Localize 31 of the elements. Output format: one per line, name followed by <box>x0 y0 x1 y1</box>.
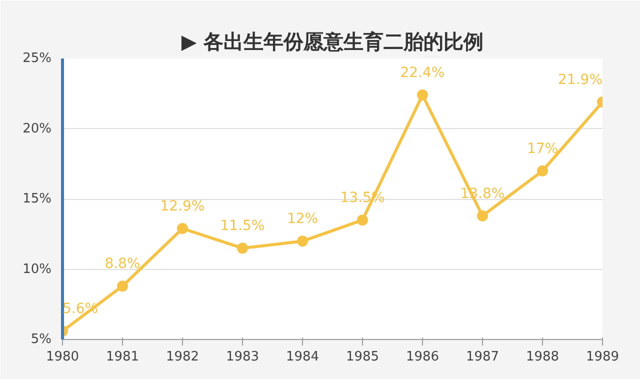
x-tick-label: 1984 <box>286 350 320 364</box>
point <box>417 90 428 101</box>
x-tick-label: 1985 <box>346 350 380 364</box>
y-tick-label: 5% <box>30 332 52 347</box>
x-tick-label: 1983 <box>226 350 260 364</box>
x-tick-label: 1987 <box>466 350 500 364</box>
point <box>297 236 308 247</box>
point <box>177 223 188 234</box>
data-label: 12.9% <box>160 198 205 215</box>
point <box>357 214 368 226</box>
data-label: 8.8% <box>104 256 140 272</box>
x-tick-label: 1986 <box>406 350 440 364</box>
data-label: 17% <box>526 140 558 157</box>
y-tick-label: 20% <box>22 121 52 136</box>
point <box>237 242 248 254</box>
data-label: 12% <box>286 211 318 228</box>
x-tick-label: 1982 <box>166 350 200 364</box>
point <box>537 165 548 176</box>
x-tick-label: 1989 <box>586 350 620 364</box>
data-label: 22.4% <box>400 65 445 82</box>
y-tick-label: 25% <box>22 51 52 66</box>
point <box>477 210 488 222</box>
y-tick-label: 15% <box>22 192 52 206</box>
x-tick-label: 1988 <box>526 350 560 364</box>
point <box>117 280 128 292</box>
chart-title: ▶ 各出生年份愿意生育二胎的比例 <box>181 30 484 54</box>
x-tick-label: 1981 <box>106 350 140 364</box>
data-label: 11.5% <box>220 218 265 234</box>
x-tick-label: 1980 <box>46 350 80 364</box>
y-tick-label: 10% <box>22 262 52 277</box>
data-label: 21.9% <box>558 72 603 88</box>
